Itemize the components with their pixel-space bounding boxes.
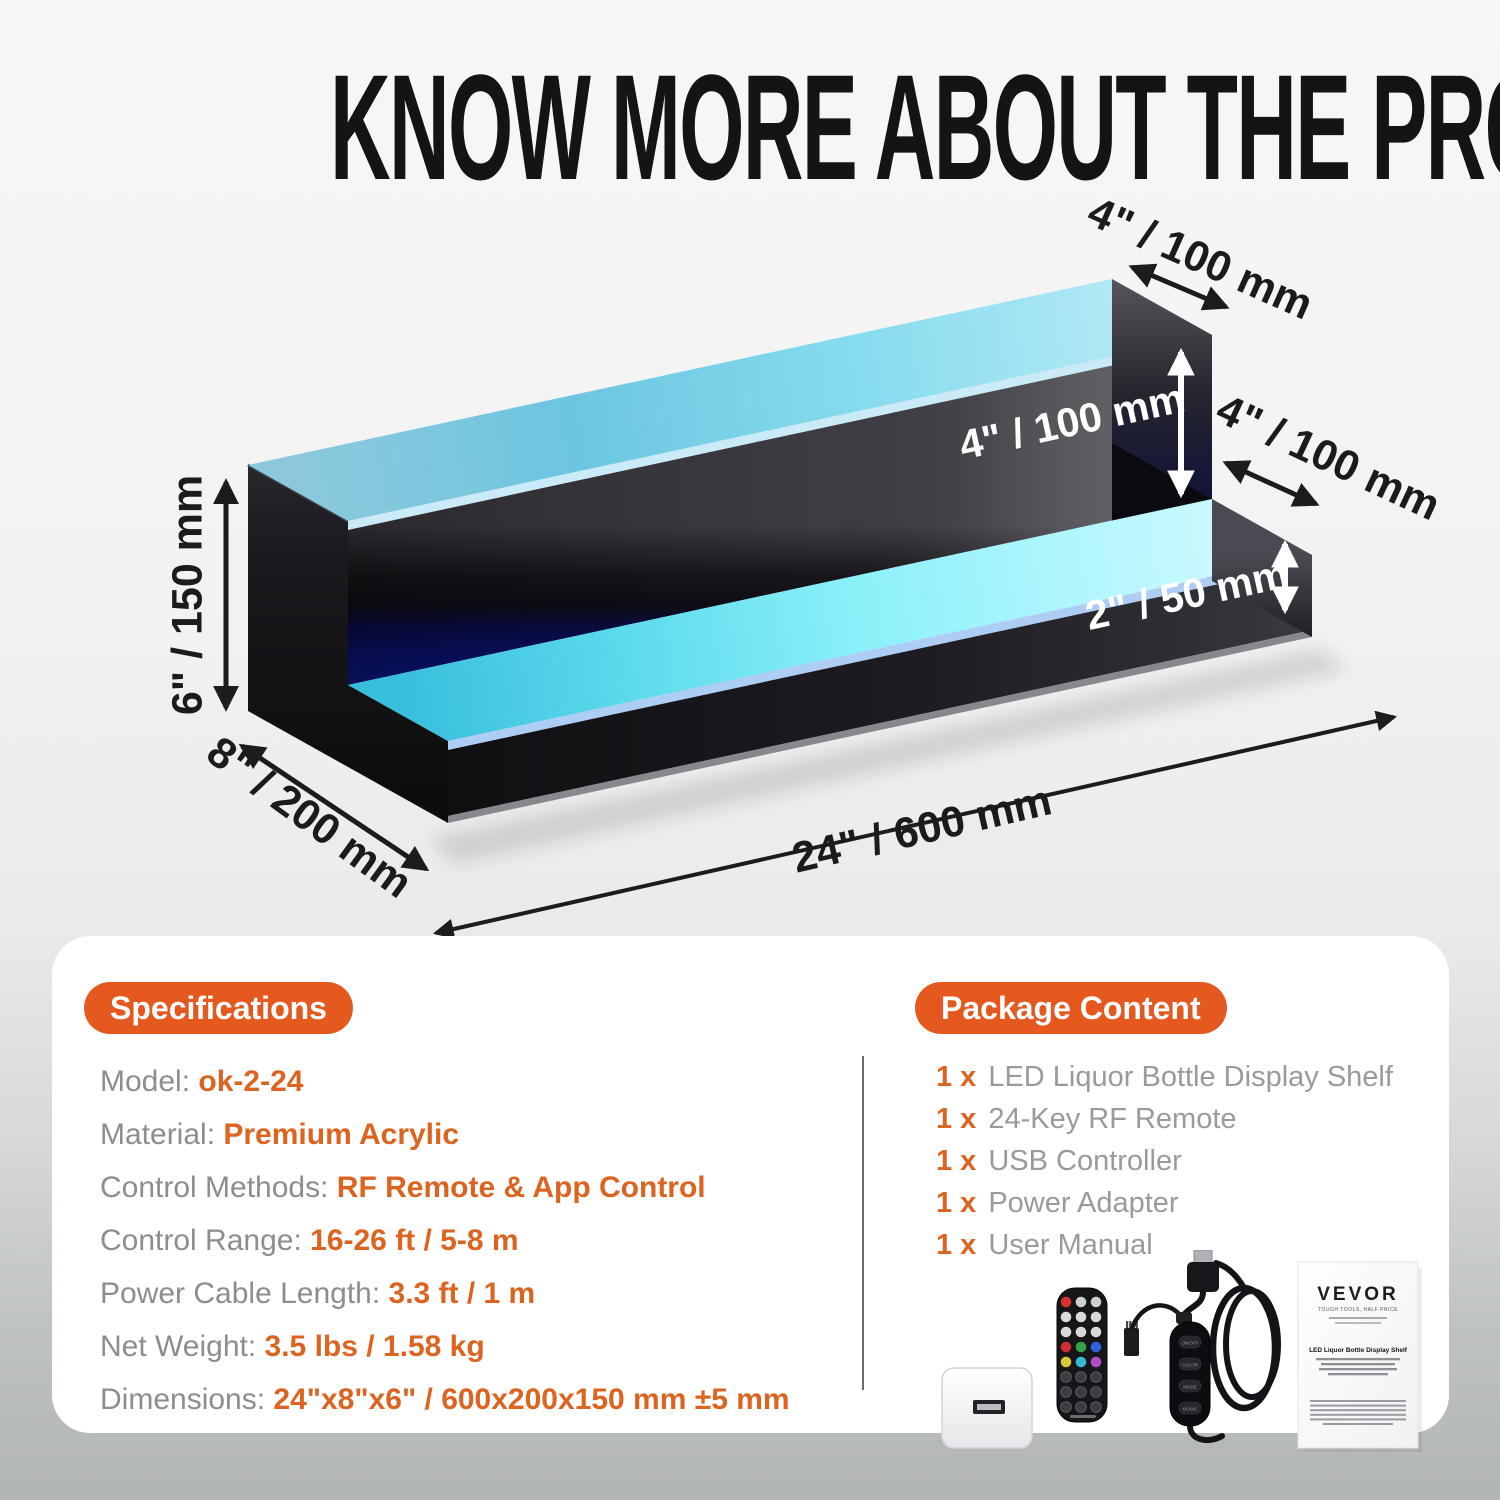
- spec-label: Material:: [100, 1118, 224, 1151]
- controller-button-onoff: ON/OFF: [1182, 1341, 1199, 1346]
- spec-label: Power Cable Length:: [100, 1277, 389, 1310]
- item-name: LED Liquor Bottle Display Shelf: [988, 1061, 1393, 1093]
- spec-row-net-weight: Net Weight: 3.5 lbs / 1.58 kg: [100, 1329, 485, 1365]
- led-connector: [1124, 1328, 1139, 1356]
- manual-brand: VEVOR: [1317, 1284, 1399, 1305]
- top-tier-led-surface: [248, 279, 1212, 521]
- lower-tier-led-surface: [348, 499, 1312, 741]
- spec-label: Dimensions:: [100, 1383, 274, 1416]
- usb-controller-photo: ON/OFF COLOR MODE MUSIC: [1124, 1250, 1281, 1444]
- spec-value: 16-26 ft / 5-8 m: [310, 1224, 519, 1257]
- spec-row-control-range: Control Range: 16-26 ft / 5-8 m: [100, 1223, 519, 1259]
- white-dimension-arrows: [1167, 347, 1299, 615]
- package-item-remote: 1 x 24-Key RF Remote: [936, 1102, 1237, 1137]
- controller-button-mode: MODE: [1183, 1385, 1197, 1390]
- spec-label: Control Methods:: [100, 1171, 337, 1204]
- package-content-header-badge: Package Content: [915, 982, 1227, 1034]
- top-tier-front-acrylic-edge: [348, 335, 1212, 530]
- package-item-adapter: 1 x Power Adapter: [936, 1186, 1179, 1221]
- spec-value: RF Remote & App Control: [336, 1171, 706, 1204]
- package-item-shelf: 1 x LED Liquor Bottle Display Shelf: [936, 1060, 1393, 1095]
- usb-plug-body: [1187, 1262, 1219, 1292]
- spec-label: Net Weight:: [100, 1330, 265, 1363]
- top-tier-front-sheen: [348, 344, 1212, 685]
- manual-tagline: TOUGH TOOLS, HALF PRICE: [1318, 1307, 1398, 1313]
- package-item-controller: 1 x USB Controller: [936, 1144, 1182, 1179]
- spec-row-control-methods: Control Methods: RF Remote & App Control: [100, 1170, 706, 1206]
- dim-label-total-height: 6" / 150 mm: [163, 474, 212, 716]
- spec-value: ok-2-24: [198, 1065, 304, 1098]
- package-items-photo: ON/OFF COLOR MODE MUSIC VEVOR TOUGH TOOL…: [941, 1250, 1422, 1452]
- spec-row-model: Model: ok-2-24: [100, 1064, 303, 1100]
- item-qty: 1 x: [936, 1229, 977, 1261]
- spec-value: 3.3 ft / 1 m: [388, 1277, 536, 1310]
- manual-title: LED Liquor Bottle Display Shelf: [1309, 1347, 1408, 1354]
- item-qty: 1 x: [936, 1061, 977, 1093]
- arrow-top-depth: [1128, 263, 1230, 311]
- specifications-header-badge: Specifications: [84, 982, 353, 1034]
- spec-value: Premium Acrylic: [223, 1118, 460, 1151]
- controller-button-color: COLOR: [1182, 1363, 1199, 1368]
- item-qty: 1 x: [936, 1103, 977, 1135]
- spec-value: 3.5 lbs / 1.58 kg: [264, 1330, 485, 1363]
- arrow-length: [432, 710, 1398, 940]
- item-name: 24-Key RF Remote: [988, 1103, 1237, 1135]
- package-item-manual: 1 x User Manual: [936, 1228, 1153, 1263]
- usb-plug-metal: [1193, 1250, 1213, 1265]
- controller-button-music: MUSIC: [1183, 1407, 1198, 1412]
- spec-label: Control Range:: [100, 1224, 311, 1257]
- item-name: User Manual: [988, 1229, 1153, 1261]
- arrow-shelf-depth: [1222, 460, 1320, 507]
- item-qty: 1 x: [936, 1145, 977, 1177]
- item-name: USB Controller: [988, 1145, 1182, 1177]
- vertical-divider: [862, 1056, 864, 1390]
- spec-row-material: Material: Premium Acrylic: [100, 1117, 459, 1153]
- spec-row-power-cable: Power Cable Length: 3.3 ft / 1 m: [100, 1276, 535, 1312]
- item-name: Power Adapter: [988, 1187, 1179, 1219]
- lower-tier-front-acrylic-edge: [448, 555, 1312, 750]
- item-qty: 1 x: [936, 1187, 977, 1219]
- rf-remote-photo: [1056, 1287, 1108, 1423]
- spec-label: Model:: [100, 1065, 199, 1098]
- spec-value: 24"x8"x6" / 600x200x150 mm ±5 mm: [273, 1383, 790, 1416]
- user-manual-photo: VEVOR TOUGH TOOLS, HALF PRICE LED Liquor…: [1297, 1261, 1422, 1452]
- spec-row-dimensions: Dimensions: 24"x8"x6" / 600x200x150 mm ±…: [100, 1382, 790, 1418]
- dimension-arrows: [213, 263, 1398, 940]
- arrow-total-depth: [238, 743, 430, 872]
- power-adapter-photo: [941, 1367, 1033, 1449]
